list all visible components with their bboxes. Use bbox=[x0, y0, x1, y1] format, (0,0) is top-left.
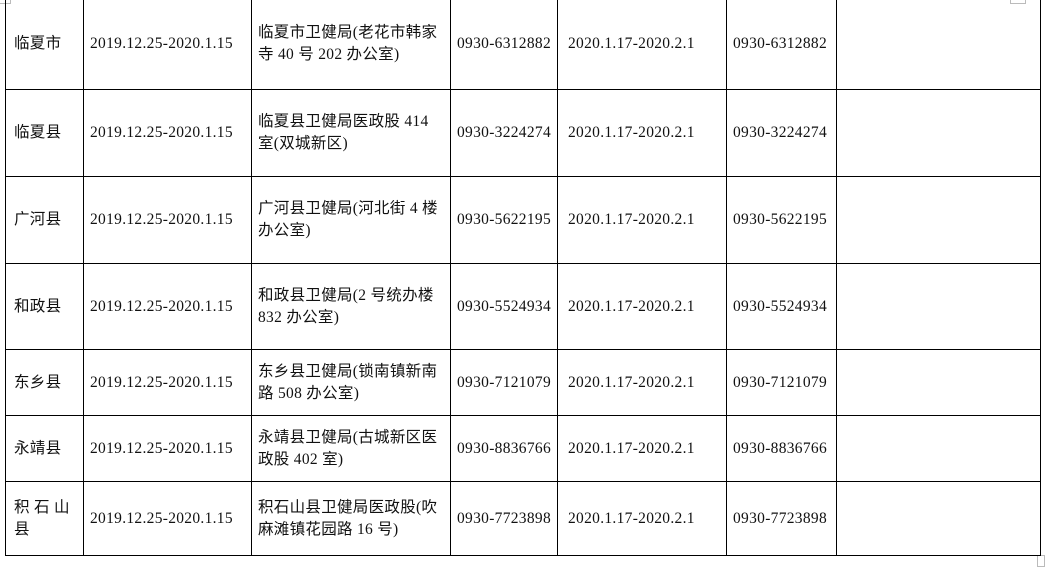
phone-cell: 0930-3224274 bbox=[726, 89, 837, 177]
location-cell: 广河县卫健局(河北街 4 楼办公室) bbox=[251, 176, 451, 264]
period-cell: 2020.1.17-2020.2.1 bbox=[557, 481, 727, 556]
phone-cell: 0930-8836766 bbox=[450, 415, 558, 482]
period-cell: 2019.12.25-2020.1.15 bbox=[83, 481, 252, 556]
table-row: 广河县 2019.12.25-2020.1.15 广河县卫健局(河北街 4 楼办公室… bbox=[5, 176, 1041, 264]
phone-cell: 0930-3224274 bbox=[450, 89, 558, 177]
note-cell bbox=[836, 263, 1041, 350]
period-cell: 2020.1.17-2020.2.1 bbox=[557, 176, 727, 264]
region-cell: 广河县 bbox=[5, 176, 84, 264]
region-cell: 永靖县 bbox=[5, 415, 84, 482]
phone-cell: 0930-7723898 bbox=[450, 481, 558, 556]
phone-cell: 0930-8836766 bbox=[726, 415, 837, 482]
location-cell: 东乡县卫健局(锁南镇新南路 508 办公室) bbox=[251, 349, 451, 416]
period-cell: 2019.12.25-2020.1.15 bbox=[83, 349, 252, 416]
phone-cell: 0930-6312882 bbox=[726, 0, 837, 90]
table-row: 积 石 山 县 2019.12.25-2020.1.15 积石山县卫健局医政股(吹麻… bbox=[5, 481, 1041, 556]
period-cell: 2019.12.25-2020.1.15 bbox=[83, 263, 252, 350]
phone-cell: 0930-5524934 bbox=[450, 263, 558, 350]
location-cell: 永靖县卫健局(古城新区医政股 402 室) bbox=[251, 415, 451, 482]
region-cell: 临夏市 bbox=[5, 0, 84, 90]
phone-cell: 0930-5524934 bbox=[726, 263, 837, 350]
period-cell: 2020.1.17-2020.2.1 bbox=[557, 349, 727, 416]
period-cell: 2019.12.25-2020.1.15 bbox=[83, 176, 252, 264]
phone-cell: 0930-7121079 bbox=[726, 349, 837, 416]
note-cell bbox=[836, 0, 1041, 90]
location-cell: 临夏市卫健局(老花市韩家寺 40 号 202 办公室) bbox=[251, 0, 451, 90]
note-cell bbox=[836, 349, 1041, 416]
region-cell: 和政县 bbox=[5, 263, 84, 350]
location-cell: 积石山县卫健局医政股(吹麻滩镇花园路 16 号) bbox=[251, 481, 451, 556]
period-cell: 2019.12.25-2020.1.15 bbox=[83, 0, 252, 90]
phone-cell: 0930-7723898 bbox=[726, 481, 837, 556]
table-row: 东乡县 2019.12.25-2020.1.15 东乡县卫健局(锁南镇新南路 508… bbox=[5, 349, 1041, 416]
note-cell bbox=[836, 415, 1041, 482]
phone-cell: 0930-6312882 bbox=[450, 0, 558, 90]
schedule-table: 临夏市 2019.12.25-2020.1.15 临夏市卫健局(老花市韩家寺 40 … bbox=[5, 0, 1041, 556]
table-row: 和政县 2019.12.25-2020.1.15 和政县卫健局(2 号统办楼 832… bbox=[5, 263, 1041, 350]
table-row: 临夏市 2019.12.25-2020.1.15 临夏市卫健局(老花市韩家寺 40 … bbox=[5, 0, 1041, 90]
region-cell: 积 石 山 县 bbox=[5, 481, 84, 556]
period-cell: 2020.1.17-2020.2.1 bbox=[557, 0, 727, 90]
period-cell: 2020.1.17-2020.2.1 bbox=[557, 415, 727, 482]
phone-cell: 0930-5622195 bbox=[726, 176, 837, 264]
location-cell: 临夏县卫健局医政股 414 室(双城新区) bbox=[251, 89, 451, 177]
period-cell: 2019.12.25-2020.1.15 bbox=[83, 89, 252, 177]
note-cell bbox=[836, 481, 1041, 556]
table-row: 临夏县 2019.12.25-2020.1.15 临夏县卫健局医政股 414 室(双… bbox=[5, 89, 1041, 177]
note-cell bbox=[836, 176, 1041, 264]
page-corner-mark bbox=[1037, 555, 1045, 567]
phone-cell: 0930-5622195 bbox=[450, 176, 558, 264]
period-cell: 2019.12.25-2020.1.15 bbox=[83, 415, 252, 482]
location-cell: 和政县卫健局(2 号统办楼 832 办公室) bbox=[251, 263, 451, 350]
period-cell: 2020.1.17-2020.2.1 bbox=[557, 263, 727, 350]
note-cell bbox=[836, 89, 1041, 177]
region-cell: 临夏县 bbox=[5, 89, 84, 177]
period-cell: 2020.1.17-2020.2.1 bbox=[557, 89, 727, 177]
table-row: 永靖县 2019.12.25-2020.1.15 永靖县卫健局(古城新区医政股 40… bbox=[5, 415, 1041, 482]
phone-cell: 0930-7121079 bbox=[450, 349, 558, 416]
region-cell: 东乡县 bbox=[5, 349, 84, 416]
